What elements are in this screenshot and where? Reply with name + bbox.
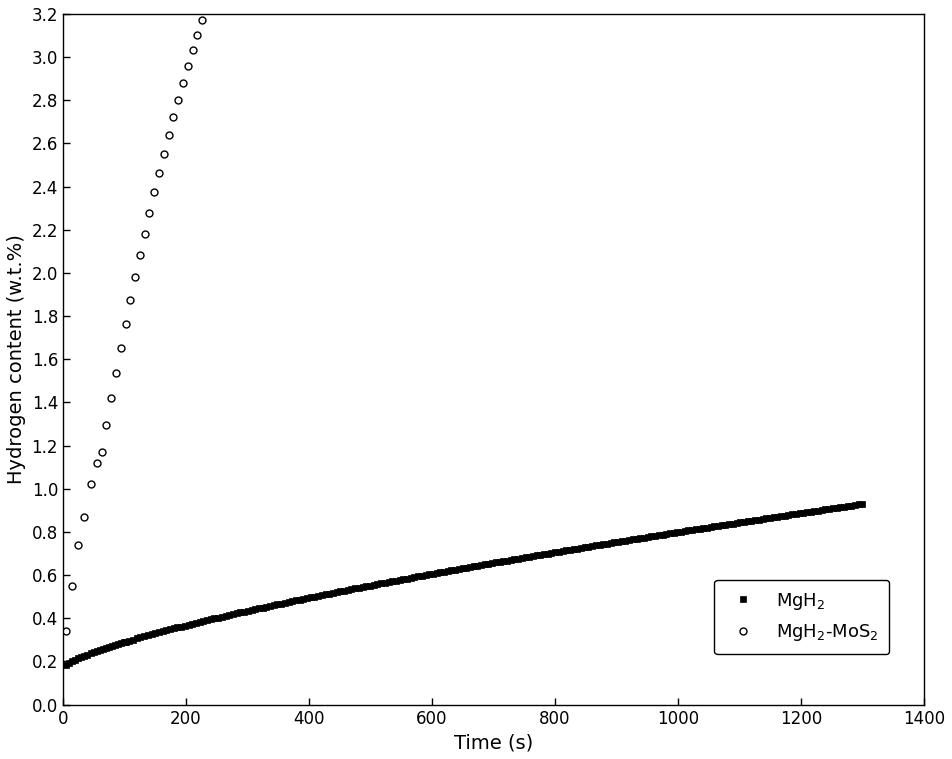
MgH$_2$ xyxy=(268,600,280,609)
MgH$_2$ xyxy=(731,518,743,528)
MgH$_2$-MoS$_2$ xyxy=(96,447,108,456)
MgH$_2$ xyxy=(283,597,294,606)
MgH$_2$ xyxy=(60,660,71,669)
X-axis label: Time (s): Time (s) xyxy=(454,733,533,752)
Legend: MgH$_2$, MgH$_2$-MoS$_2$: MgH$_2$, MgH$_2$-MoS$_2$ xyxy=(714,580,889,654)
MgH$_2$ xyxy=(772,512,783,521)
Line: MgH$_2$: MgH$_2$ xyxy=(63,501,865,668)
Line: MgH$_2$-MoS$_2$: MgH$_2$-MoS$_2$ xyxy=(98,0,866,455)
MgH$_2$ xyxy=(757,515,768,524)
Y-axis label: Hydrogen content (w.t.%): Hydrogen content (w.t.%) xyxy=(7,235,26,484)
MgH$_2$ xyxy=(479,560,490,569)
MgH$_2$ xyxy=(857,499,868,509)
